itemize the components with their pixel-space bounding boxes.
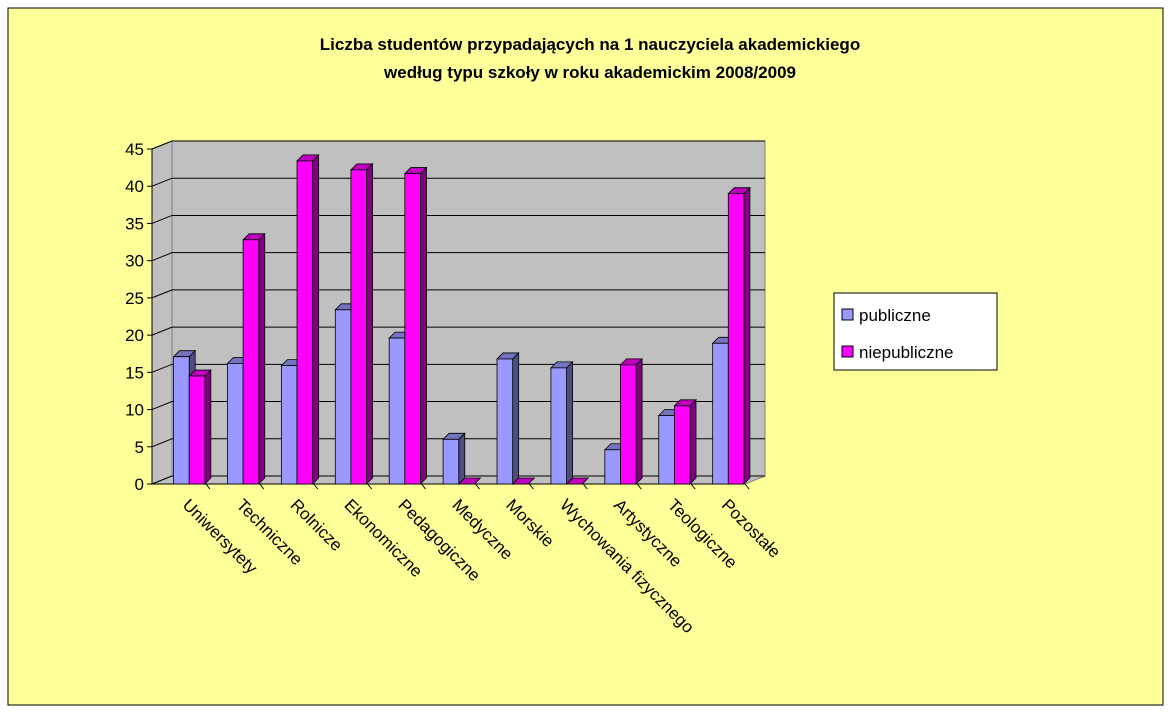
- bar: [442, 432, 466, 485]
- bar: [565, 477, 590, 485]
- chart-title: według typu szkoły w roku akademickim 20…: [383, 63, 796, 82]
- bar-front: [188, 375, 206, 485]
- bar-front: [496, 358, 514, 485]
- bar-side: [635, 357, 643, 485]
- bar-side: [512, 351, 520, 485]
- grid-line: [151, 289, 765, 299]
- bar-front: [658, 415, 675, 485]
- y-tick-label: 15: [125, 363, 144, 382]
- bar-top: [511, 477, 536, 485]
- legend: [833, 292, 998, 371]
- bar: [457, 477, 482, 485]
- grid-line: [151, 214, 765, 224]
- y-tick-label: 20: [125, 326, 144, 345]
- x-tick: [690, 483, 696, 490]
- bar-side: [204, 369, 212, 485]
- x-tick: [475, 483, 480, 490]
- bar-front: [296, 160, 314, 485]
- bar: [242, 232, 266, 485]
- bar-side: [312, 153, 320, 485]
- bar-front: [227, 362, 244, 485]
- bar: [349, 162, 374, 485]
- bar-front: [727, 193, 745, 485]
- bar-side: [689, 398, 697, 485]
- bar: [549, 360, 574, 485]
- bar-front: [388, 337, 406, 485]
- legend-swatch: [841, 345, 854, 358]
- bar-side: [366, 162, 373, 485]
- bar: [727, 186, 751, 485]
- y-tick-label: 45: [125, 140, 144, 159]
- bar: [188, 369, 212, 485]
- bar: [673, 398, 697, 485]
- y-tick-label: 5: [135, 438, 144, 457]
- legend-label: publiczne: [859, 306, 931, 325]
- bar-side: [743, 186, 751, 485]
- bar-front: [404, 173, 421, 485]
- bar-front: [550, 367, 567, 485]
- y-tick-label: 40: [125, 177, 144, 196]
- bar-front: [173, 356, 190, 485]
- chart-title: Liczba studentów przypadających na 1 nau…: [320, 35, 860, 54]
- bar-front: [604, 449, 621, 485]
- bar-side: [566, 360, 573, 485]
- x-tick: [636, 483, 642, 490]
- bar-top: [457, 477, 482, 485]
- bar-front: [242, 239, 260, 485]
- bar-front: [280, 365, 298, 485]
- grid-line: [151, 252, 765, 262]
- x-tick: [582, 483, 588, 490]
- bar-top: [565, 477, 590, 485]
- x-tick: [528, 483, 534, 490]
- bar-front: [712, 342, 729, 485]
- legend-label: niepubliczne: [859, 343, 954, 362]
- x-tick: [421, 483, 426, 490]
- bar-front: [442, 438, 460, 485]
- y-tick-label: 25: [125, 289, 144, 308]
- y-tick-label: 10: [125, 401, 144, 420]
- bar-front: [350, 169, 367, 485]
- bar-side: [258, 232, 266, 485]
- bar-front: [620, 364, 637, 485]
- y-tick-label: 30: [125, 252, 144, 271]
- bar: [403, 166, 428, 485]
- bar: [296, 153, 320, 485]
- grid-line: [151, 140, 765, 150]
- bar-side: [420, 166, 427, 485]
- bar: [619, 357, 644, 485]
- y-tick-label: 35: [125, 214, 144, 233]
- x-tick: [744, 483, 750, 490]
- bar: [496, 351, 520, 485]
- grid-line: [151, 326, 765, 336]
- x-tick: [367, 483, 373, 490]
- grid-line: [151, 177, 765, 187]
- y-tick-label: 0: [135, 475, 144, 494]
- bar-front: [334, 309, 352, 485]
- bar-side: [458, 432, 466, 485]
- bar: [511, 477, 536, 485]
- bar-front: [673, 405, 691, 485]
- x-tick: [205, 483, 211, 490]
- x-tick: [259, 483, 265, 490]
- x-tick: [313, 483, 319, 490]
- legend-swatch: [841, 308, 854, 321]
- side-wall: [151, 140, 173, 485]
